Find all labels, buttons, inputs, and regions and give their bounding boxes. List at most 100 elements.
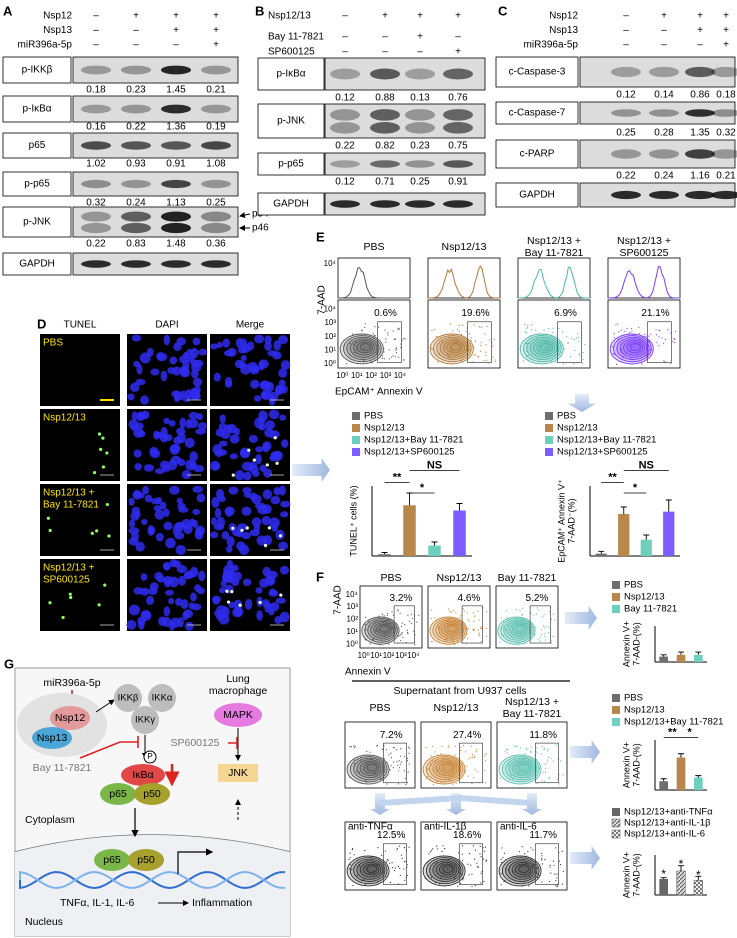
band-quant: 0.91 bbox=[448, 177, 468, 188]
nucleus-stain bbox=[128, 537, 139, 546]
legend-swatch bbox=[545, 436, 553, 444]
tunel-stain bbox=[267, 526, 271, 530]
tunel-stain bbox=[105, 451, 109, 455]
event-dot bbox=[541, 855, 543, 857]
event-dot bbox=[544, 632, 546, 635]
nucleus-stain bbox=[163, 417, 170, 425]
diagram-label: MAPK bbox=[223, 709, 253, 721]
blot-name: p-p65 bbox=[24, 179, 50, 190]
tunel-stain bbox=[46, 516, 50, 520]
legend-label: Nsp12/13+anti-TNFα bbox=[624, 807, 713, 818]
event-dot bbox=[398, 767, 401, 769]
event-dot bbox=[480, 628, 482, 630]
event-dot bbox=[348, 858, 350, 861]
event-dot bbox=[460, 614, 462, 616]
event-dot bbox=[371, 870, 374, 872]
event-dot bbox=[400, 854, 403, 856]
legend-swatch bbox=[612, 605, 620, 613]
event-dot bbox=[477, 771, 479, 773]
event-dot bbox=[381, 854, 383, 857]
event-dot bbox=[404, 338, 406, 340]
tunel-stain bbox=[275, 461, 279, 465]
nucleus-stain bbox=[162, 616, 172, 628]
nucleus-stain bbox=[160, 370, 168, 382]
legend-swatch bbox=[612, 718, 620, 726]
y-axis-label: 7-AAD bbox=[317, 285, 328, 314]
condition-label: Nsp12/13 bbox=[268, 11, 311, 22]
event-dot bbox=[629, 350, 631, 352]
band bbox=[405, 160, 435, 168]
event-dot bbox=[362, 879, 364, 881]
event-dot bbox=[473, 858, 476, 860]
event-dot bbox=[645, 335, 647, 337]
nucleus-stain bbox=[255, 453, 262, 465]
event-dot bbox=[500, 777, 502, 780]
density-contour bbox=[353, 858, 386, 882]
diagram-label: IKKα bbox=[152, 693, 173, 704]
bar bbox=[659, 879, 668, 895]
tunel-stain bbox=[273, 436, 277, 440]
event-dot bbox=[536, 783, 538, 785]
band-quant: 0.28 bbox=[654, 128, 674, 139]
event-dot bbox=[408, 747, 410, 749]
event-dot bbox=[425, 746, 427, 749]
event-dot bbox=[395, 352, 398, 354]
condition-label: miR396a-5p bbox=[18, 40, 73, 51]
band-quant: 0.86 bbox=[690, 90, 710, 101]
band-quant: 0.16 bbox=[86, 122, 106, 133]
tunel-stain bbox=[99, 447, 103, 451]
event-dot bbox=[539, 640, 541, 642]
nucleus-stain bbox=[198, 570, 206, 582]
event-dot bbox=[390, 752, 392, 754]
event-dot bbox=[453, 776, 455, 778]
event-dot bbox=[495, 360, 497, 363]
event-dot bbox=[386, 858, 389, 861]
event-dot bbox=[399, 874, 401, 876]
event-dot bbox=[403, 756, 406, 758]
event-dot bbox=[372, 639, 374, 641]
event-dot bbox=[391, 862, 393, 864]
legend-label: PBS bbox=[364, 411, 383, 422]
event-dot bbox=[390, 356, 393, 358]
error-bar bbox=[665, 499, 672, 512]
event-dot bbox=[485, 860, 487, 862]
condition-sign: – bbox=[382, 47, 388, 58]
panel-label: D bbox=[37, 316, 46, 331]
nucleus-stain bbox=[262, 489, 273, 500]
event-dot bbox=[562, 363, 565, 365]
event-dot bbox=[407, 771, 409, 773]
event-dot bbox=[352, 884, 354, 887]
event-dot bbox=[467, 775, 469, 777]
event-dot bbox=[480, 345, 482, 347]
event-dot bbox=[552, 327, 554, 329]
nucleus-stain bbox=[273, 450, 283, 461]
event-dot bbox=[357, 874, 359, 877]
event-dot bbox=[346, 363, 348, 365]
event-dot bbox=[502, 856, 504, 859]
nucleus-stain bbox=[154, 509, 165, 520]
event-dot bbox=[406, 782, 408, 784]
tunel-stain bbox=[105, 502, 109, 507]
event-dot bbox=[447, 746, 449, 748]
event-dot bbox=[515, 609, 517, 611]
tunel-stain bbox=[231, 526, 235, 530]
gate-percent: 18.6% bbox=[453, 830, 481, 841]
event-dot bbox=[384, 632, 386, 634]
significance-mark: NS bbox=[639, 460, 654, 472]
band bbox=[443, 200, 473, 208]
significance-mark: * bbox=[696, 868, 701, 882]
band-quant: 0.21 bbox=[716, 171, 736, 182]
event-dot bbox=[540, 753, 543, 755]
event-dot bbox=[503, 852, 506, 854]
band bbox=[611, 149, 641, 159]
event-dot bbox=[431, 348, 434, 350]
blot-label-box bbox=[495, 139, 579, 169]
condition-sign: – bbox=[623, 11, 629, 22]
event-dot bbox=[672, 340, 674, 343]
nucleus-stain bbox=[173, 436, 182, 445]
event-dot bbox=[474, 615, 476, 617]
nucleus-stain bbox=[254, 334, 265, 344]
y-tick-label: 10⁰ bbox=[346, 639, 358, 648]
event-dot bbox=[407, 746, 410, 748]
event-dot bbox=[513, 745, 515, 747]
